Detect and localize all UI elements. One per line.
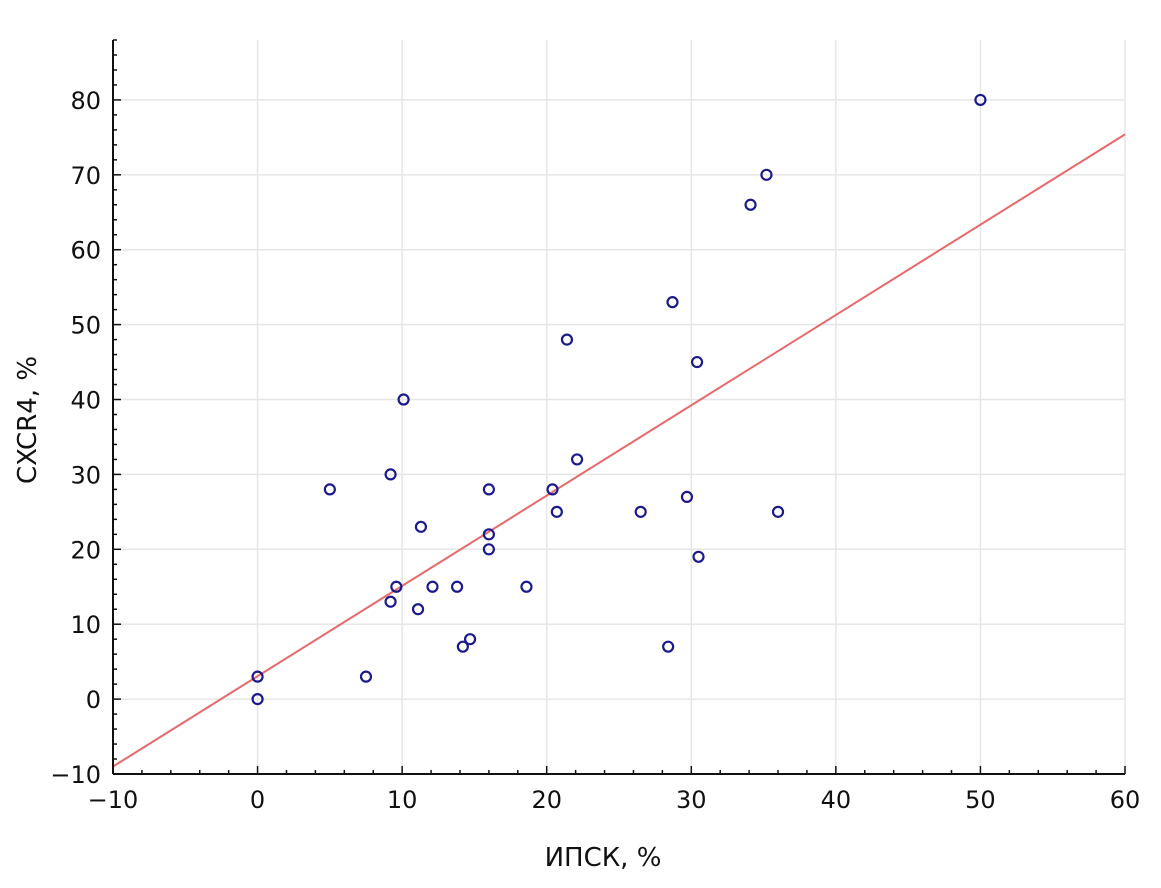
axes <box>112 39 1126 775</box>
regression-line-group <box>112 133 1126 768</box>
data-point <box>251 693 264 706</box>
y-tick-label: 10 <box>70 611 101 639</box>
data-point <box>482 528 495 541</box>
x-axis-title: ИПСК, % <box>545 843 662 873</box>
y-tick-label: 80 <box>70 87 101 115</box>
data-point <box>251 670 264 683</box>
y-tick-label: 40 <box>70 387 101 415</box>
data-point <box>680 490 694 503</box>
data-point <box>692 550 705 563</box>
data-point <box>550 505 563 518</box>
data-point <box>974 93 987 107</box>
data-point <box>560 333 574 346</box>
x-axis-ticks: −10 0 10 20 30 40 50 60 <box>88 786 1141 814</box>
y-tick-label: 20 <box>70 536 101 564</box>
y-tick-label: 30 <box>70 461 101 489</box>
data-point <box>390 580 403 593</box>
y-axis-ticks: −10 0 10 20 30 40 50 60 70 80 <box>50 87 101 789</box>
data-point <box>463 633 477 646</box>
data-point <box>744 198 757 211</box>
x-tick-label: 0 <box>250 786 265 814</box>
data-point <box>456 640 469 653</box>
x-tick-label: 20 <box>531 786 562 814</box>
data-point <box>426 580 439 593</box>
grid-lines <box>113 40 1126 774</box>
x-tick-label: 30 <box>676 786 707 814</box>
x-tick-label: 60 <box>1110 786 1141 814</box>
data-point <box>359 670 373 683</box>
data-point <box>662 640 675 653</box>
y-tick-label: 70 <box>70 162 101 190</box>
data-point <box>546 483 559 496</box>
data-point <box>634 505 647 518</box>
data-point <box>414 520 428 533</box>
data-point <box>397 393 410 406</box>
x-tick-label: 10 <box>387 786 418 814</box>
data-point <box>482 543 495 556</box>
data-points <box>251 93 987 706</box>
data-point <box>482 483 495 496</box>
x-tick-label: 40 <box>821 786 852 814</box>
y-tick-label: 50 <box>70 312 101 340</box>
data-point <box>570 453 584 466</box>
data-point <box>666 296 679 309</box>
y-axis-title: CXCR4, % <box>13 356 43 484</box>
x-tick-label: 50 <box>965 786 996 814</box>
regression-line <box>112 133 1126 768</box>
y-tick-label: −10 <box>50 761 101 789</box>
data-point <box>411 603 425 616</box>
data-point <box>520 580 533 593</box>
data-point <box>450 580 464 593</box>
data-point <box>384 468 397 481</box>
data-point <box>690 355 704 369</box>
data-point <box>384 595 397 608</box>
x-tick-label: −10 <box>88 786 139 814</box>
data-point <box>771 505 785 518</box>
y-tick-label: 0 <box>86 686 101 714</box>
data-point <box>760 168 773 181</box>
data-point <box>323 483 336 496</box>
y-tick-label: 60 <box>70 237 101 265</box>
